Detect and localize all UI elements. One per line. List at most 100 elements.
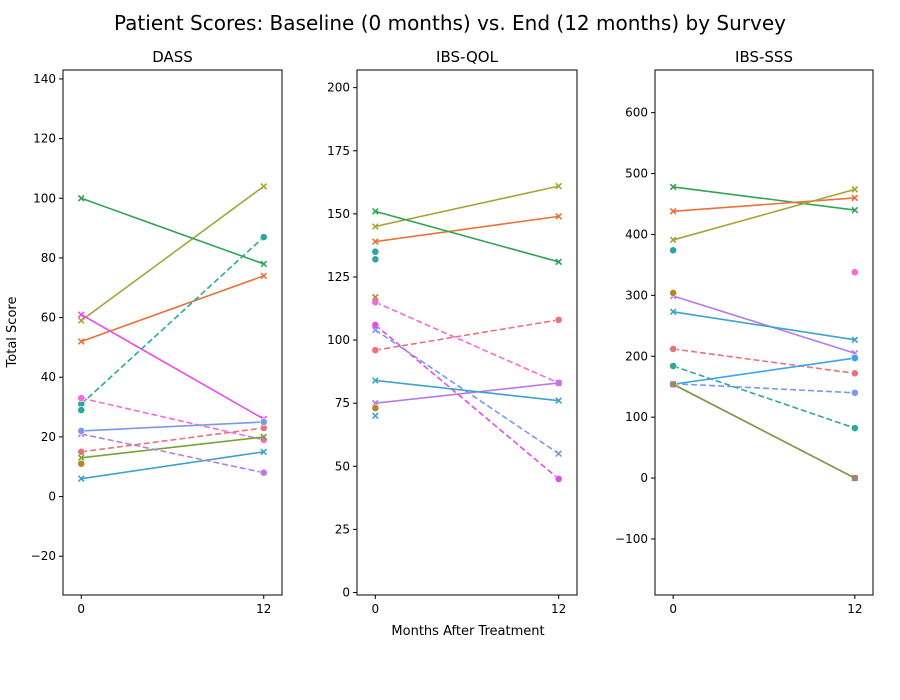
data-point bbox=[77, 311, 85, 318]
series-1-3 bbox=[371, 315, 563, 355]
series-2-4 bbox=[669, 308, 859, 344]
data-point bbox=[850, 369, 859, 378]
data-point bbox=[77, 454, 85, 462]
y-tick-label: 140 bbox=[33, 72, 56, 86]
data-point bbox=[259, 468, 268, 477]
y-tick-label: 0 bbox=[48, 490, 56, 504]
series-0-2 bbox=[77, 182, 268, 324]
data-point bbox=[77, 447, 86, 456]
series-line bbox=[375, 379, 559, 402]
subplot-title: DASS bbox=[152, 48, 193, 66]
x-tick-label: 12 bbox=[847, 602, 862, 616]
subplot-2: IBS-SSS −100 0 100 200 300 400 500 600 0 12 bbox=[615, 48, 874, 616]
data-point bbox=[371, 298, 380, 307]
series-line bbox=[81, 451, 264, 480]
series-line bbox=[80, 236, 265, 405]
y-tick-label: 80 bbox=[41, 251, 56, 265]
figure-title: Patient Scores: Baseline (0 months) vs. … bbox=[114, 11, 786, 35]
series-2-1 bbox=[669, 194, 859, 215]
data-point bbox=[851, 194, 859, 202]
series-1-6 bbox=[371, 326, 563, 458]
x-tick-label: 0 bbox=[669, 602, 677, 616]
series-line bbox=[81, 436, 264, 459]
plot-frame bbox=[356, 69, 578, 596]
data-point bbox=[669, 246, 678, 255]
series-2-10 bbox=[669, 380, 859, 482]
series-0-6 bbox=[77, 394, 268, 444]
series-line bbox=[673, 197, 855, 213]
series-2-3 bbox=[669, 292, 859, 357]
data-point bbox=[371, 247, 380, 256]
data-point bbox=[669, 236, 677, 244]
data-point bbox=[77, 427, 86, 435]
data-point bbox=[554, 474, 563, 483]
data-point bbox=[554, 315, 563, 324]
data-point bbox=[77, 406, 86, 414]
y-tick-label: 0 bbox=[342, 585, 350, 599]
subplot-0: DASS −20 0 20 40 60 80 100 120 140 0 12 bbox=[31, 48, 283, 616]
y-tick-label: 200 bbox=[625, 349, 648, 363]
series-1-8 bbox=[371, 377, 563, 405]
data-point bbox=[77, 475, 85, 483]
y-tick-label: 125 bbox=[327, 270, 350, 284]
data-point bbox=[371, 207, 379, 215]
x-tick-label: 0 bbox=[372, 602, 380, 616]
series-line bbox=[375, 210, 559, 263]
y-tick-label: 100 bbox=[327, 333, 350, 347]
data-point bbox=[260, 272, 268, 280]
series-line bbox=[80, 313, 265, 420]
y-tick-label: 500 bbox=[625, 167, 648, 181]
data-point bbox=[371, 377, 379, 384]
data-point bbox=[77, 394, 86, 403]
series-line bbox=[80, 185, 265, 322]
data-point bbox=[851, 206, 859, 214]
series-line bbox=[375, 382, 559, 404]
plot-frame bbox=[654, 69, 874, 596]
y-tick-label: −100 bbox=[615, 532, 648, 546]
series-2-5 bbox=[669, 345, 859, 378]
data-point bbox=[259, 418, 268, 426]
subplot-title: IBS-SSS bbox=[735, 48, 793, 66]
series-0-1 bbox=[77, 272, 268, 345]
data-point bbox=[260, 433, 268, 441]
series-line bbox=[673, 382, 855, 394]
series-1-5 bbox=[371, 321, 563, 483]
subplot-1: IBS-QOL 0 25 50 75 100 125 150 175 200 0 12 bbox=[327, 48, 578, 616]
x-tick-label: 12 bbox=[551, 602, 566, 616]
series-line bbox=[672, 365, 856, 429]
y-tick-label: 100 bbox=[625, 410, 648, 424]
data-point bbox=[850, 268, 859, 277]
y-tick-label: 175 bbox=[327, 144, 350, 158]
data-point bbox=[669, 362, 678, 370]
data-point bbox=[371, 255, 380, 264]
series-line bbox=[375, 301, 559, 384]
series-2-7 bbox=[669, 379, 859, 397]
series-line bbox=[673, 311, 855, 341]
series-0-9 bbox=[77, 430, 268, 477]
data-point bbox=[371, 321, 380, 329]
data-point bbox=[555, 258, 563, 266]
data-point bbox=[260, 260, 268, 268]
data-point bbox=[260, 182, 268, 190]
data-point bbox=[851, 186, 859, 193]
series-1-1 bbox=[371, 213, 563, 246]
series-0-4 bbox=[77, 233, 268, 408]
series-line bbox=[673, 186, 855, 211]
y-tick-label: 300 bbox=[625, 288, 648, 302]
series-0-3 bbox=[77, 194, 268, 268]
data-point bbox=[371, 412, 379, 420]
x-tick-label: 12 bbox=[256, 602, 271, 616]
data-point bbox=[555, 379, 563, 387]
series-0-8 bbox=[77, 433, 268, 462]
series-2-0 bbox=[669, 183, 859, 214]
data-point bbox=[851, 336, 859, 344]
series-2-6 bbox=[669, 362, 859, 433]
data-point bbox=[371, 346, 380, 355]
data-point bbox=[371, 293, 379, 301]
data-point bbox=[555, 182, 563, 190]
series-0-10 bbox=[77, 418, 268, 435]
y-tick-label: 20 bbox=[41, 430, 56, 444]
y-tick-label: 400 bbox=[625, 227, 648, 241]
